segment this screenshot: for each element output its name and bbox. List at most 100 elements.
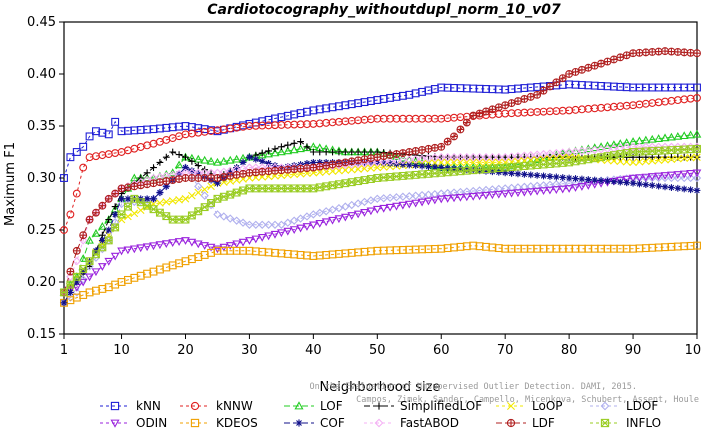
data-point-inflo [501, 163, 509, 172]
data-point-ldf [98, 201, 107, 210]
data-point-ldf [143, 180, 152, 189]
data-point-inflo [271, 184, 279, 193]
data-point-ldf [571, 68, 580, 76]
data-point-inflo [124, 202, 132, 211]
data-point-odin [328, 216, 337, 225]
legend-label-lof: LOF [320, 399, 343, 413]
data-point-loop [194, 188, 203, 197]
data-point-loop [680, 154, 689, 163]
data-point-fastabod [373, 158, 382, 167]
legend-item-kdeos: KDEOS [180, 416, 258, 430]
x-tick-label: 1 [60, 343, 68, 358]
data-point-simplifiedlof [329, 148, 336, 156]
data-point-lof [615, 139, 625, 147]
data-point-inflo [194, 207, 203, 216]
data-point-ldf [558, 74, 567, 83]
data-point-simplifiedlof [341, 148, 349, 156]
data-point-odin [366, 207, 376, 216]
data-point-inflo [469, 166, 478, 174]
data-point-cof [98, 237, 106, 244]
data-point-ldf [622, 51, 631, 60]
data-point-odin [302, 223, 312, 231]
data-point-cof [405, 161, 413, 169]
data-point-cof [66, 289, 74, 296]
data-point-odin [161, 240, 171, 249]
data-point-fastabod [488, 153, 497, 162]
data-point-simplifiedlof [143, 169, 151, 177]
data-point-cof [271, 162, 279, 169]
data-point-fastabod [449, 153, 459, 162]
data-point-cof [572, 175, 579, 182]
data-point-odin [436, 195, 446, 204]
legend-item-odin: ODIN [100, 416, 167, 430]
data-point-ldf [482, 107, 490, 116]
data-point-ldf [187, 174, 196, 182]
data-point-ldof [539, 181, 548, 190]
data-point-cof [610, 178, 618, 186]
x-tick-label: 20 [177, 343, 194, 358]
data-point-loop [456, 158, 465, 167]
data-point-ldof [488, 185, 497, 194]
data-point-ldf [136, 181, 145, 190]
data-point-ldof [417, 190, 427, 200]
data-point-odin [174, 238, 184, 246]
legend-marker-simplifiedlof [375, 402, 383, 410]
data-point-lof [571, 146, 580, 155]
data-point-odin [117, 247, 126, 256]
data-point-ldof [558, 179, 567, 188]
data-point-ldf [315, 162, 324, 171]
data-point-ldof [686, 173, 695, 183]
legend-item-loop: LoOP [496, 399, 563, 413]
data-point-loop [648, 157, 657, 165]
data-point-cof [591, 176, 599, 184]
data-point-ldf [123, 183, 132, 192]
data-point-ldof [398, 192, 408, 201]
data-point-knn [85, 132, 94, 141]
y-tick-label: 0.45 [27, 15, 56, 30]
data-point-knnw [130, 144, 139, 153]
data-point-loop [661, 156, 669, 164]
data-point-ldf [264, 167, 273, 176]
data-point-ldof [296, 214, 305, 223]
data-point-ldf [251, 168, 260, 177]
data-point-inflo [175, 215, 183, 224]
data-point-inflo [360, 176, 369, 184]
data-point-cof [508, 169, 515, 177]
data-point-loop [469, 158, 478, 167]
series-knn [60, 80, 701, 182]
data-point-simplifiedlof [105, 216, 113, 223]
data-point-inflo [629, 148, 637, 156]
data-point-cof [188, 167, 196, 175]
data-point-fastabod [616, 143, 625, 153]
data-point-inflo [322, 182, 330, 191]
x-tick-label: 10 [113, 343, 130, 358]
data-point-ldof [290, 216, 299, 225]
data-point-odin [136, 244, 146, 253]
data-point-ldf [360, 155, 369, 164]
data-point-fastabod [437, 153, 446, 162]
data-point-fastabod [539, 149, 548, 159]
data-point-fastabod [507, 152, 516, 161]
series-line-ldof [63, 166, 697, 304]
data-point-odin [417, 198, 427, 207]
data-point-ldf [520, 95, 529, 103]
data-point-ldf [430, 143, 439, 152]
data-point-ldof [545, 180, 555, 189]
data-point-inflo [264, 184, 273, 193]
data-point-knn [111, 117, 120, 126]
data-point-inflo [143, 201, 151, 210]
data-point-kdeos [693, 241, 701, 250]
legend-marker-lof [294, 401, 304, 410]
data-point-cof [457, 165, 464, 173]
data-point-fastabod [628, 142, 638, 151]
data-point-inflo [463, 166, 471, 175]
data-point-inflo [181, 215, 190, 224]
data-point-knn [79, 142, 88, 151]
data-point-lof [526, 156, 536, 165]
data-point-lof [628, 137, 638, 145]
data-point-fastabod [379, 157, 388, 167]
data-point-odin [398, 201, 408, 210]
data-point-cof [367, 159, 375, 166]
data-point-odin [181, 237, 190, 245]
data-point-odin [635, 174, 644, 183]
